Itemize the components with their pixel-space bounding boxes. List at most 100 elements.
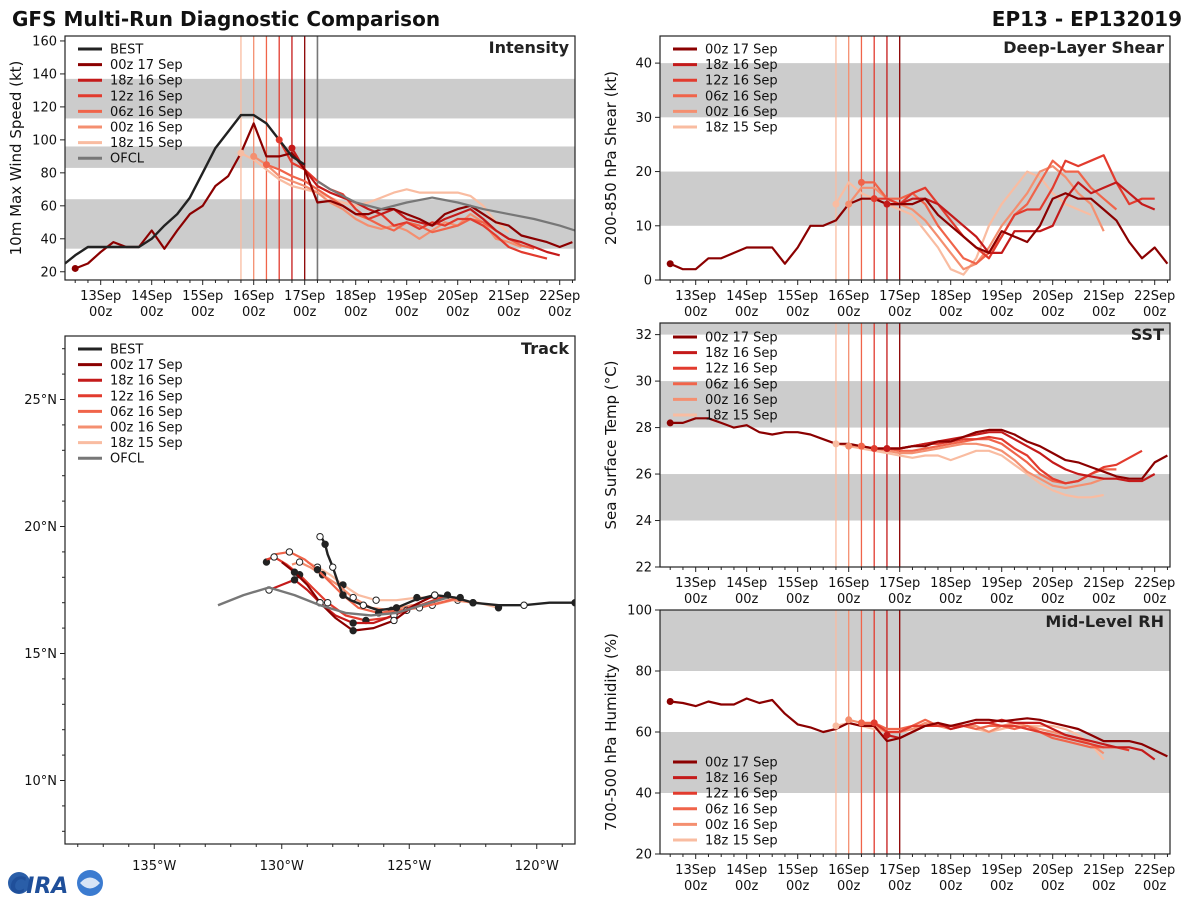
track-plot-area [217, 532, 575, 635]
intensity-panel-title: Intensity [489, 38, 570, 57]
shear-series-line [669, 192, 1169, 271]
track-legend-label: 12z 16 Sep [110, 389, 183, 404]
intensity-series-line [240, 152, 510, 234]
rh-xtick-label-hour: 00z [735, 879, 759, 894]
sst-xtick-label-hour: 00z [1092, 592, 1116, 607]
intensity-frame [64, 35, 576, 281]
sst-xtick-label-day: 18Sep [930, 576, 971, 591]
rh-xtick-label-day: 20Sep [1032, 863, 1073, 878]
rh-init-marker [883, 731, 891, 739]
intensity-ytick-label: 120 [32, 100, 57, 115]
intensity-ytick-label: 20 [40, 265, 57, 280]
track-point-marker [372, 596, 380, 604]
shear-xtick-label-hour: 00z [888, 305, 912, 320]
sst-series-line [835, 442, 1104, 499]
track-xtick-label: 120°W [515, 859, 559, 874]
sst-band [660, 323, 1170, 335]
shear-ylabel: 200-850 hPa Shear (kt) [602, 71, 620, 245]
track-best-marker [469, 599, 477, 607]
sst-legend-label: 00z 17 Sep [705, 331, 778, 346]
rh-panel: 2040608010013Sep00z14Sep00z15Sep00z16Sep… [602, 604, 1175, 895]
intensity-ofcl-line [316, 180, 575, 232]
logo-globe-icon [8, 872, 30, 894]
sst-xtick-label-hour: 00z [1143, 592, 1167, 607]
sst-xtick-label-hour: 00z [684, 592, 708, 607]
sst-xtick-label-day: 14Sep [726, 576, 767, 591]
track-legend-label: 18z 15 Sep [110, 436, 183, 451]
rh-ytick-label: 40 [635, 787, 652, 802]
rh-xtick-label-day: 19Sep [981, 863, 1022, 878]
intensity-xtick-label-hour: 00z [140, 305, 164, 320]
rh-xtick-label-hour: 00z [1041, 879, 1065, 894]
intensity-legend-label: 00z 16 Sep [110, 121, 183, 136]
track-point-marker [285, 548, 294, 556]
track-frame [64, 335, 576, 845]
intensity-band [65, 78, 575, 119]
sst-band [660, 381, 1170, 428]
shear-xtick-label-hour: 00z [684, 305, 708, 320]
sst-ytick-label: 30 [635, 375, 652, 390]
shear-ytick-label: 10 [635, 219, 652, 234]
shear-xtick-label-day: 17Sep [879, 289, 920, 304]
intensity-ytick-label: 100 [32, 133, 57, 148]
rh-xtick-label-day: 15Sep [777, 863, 818, 878]
sst-xtick-label-day: 17Sep [879, 576, 920, 591]
intensity-xtick-label-hour: 00z [548, 305, 572, 320]
shear-ytick-label: 40 [635, 57, 652, 72]
track-best-marker [329, 563, 337, 571]
shear-xtick-label-hour: 00z [837, 305, 861, 320]
track-best-marker [339, 591, 347, 599]
intensity-xtick-label-day: 22Sep [539, 289, 580, 304]
track-point-marker [349, 619, 357, 627]
rh-xtick-label-day: 21Sep [1083, 863, 1124, 878]
sst-init-marker [845, 442, 853, 450]
sst-init-marker [883, 444, 891, 452]
rh-ytick-label: 80 [635, 665, 652, 680]
shear-ytick-label: 30 [635, 111, 652, 126]
rh-band [660, 610, 1170, 671]
shear-xtick-label-day: 22Sep [1134, 289, 1175, 304]
storm-id: EP13 - EP132019 [992, 7, 1182, 31]
shear-panel-title: Deep-Layer Shear [1003, 38, 1164, 57]
track-best-line [319, 535, 575, 612]
track-ytick-label: 15°N [24, 647, 57, 662]
sst-xtick-label-hour: 00z [786, 592, 810, 607]
shear-ytick-label: 20 [635, 165, 652, 180]
intensity-init-marker [262, 161, 270, 169]
rh-ytick-label: 100 [627, 604, 652, 619]
shear-xtick-label-hour: 00z [990, 305, 1014, 320]
intensity-ylabel: 10m Max Wind Speed (kt) [7, 61, 25, 256]
shear-ytick-label: 0 [644, 274, 652, 289]
track-panel: 135°W 130°W 125°W 120°W 10°N 15°N 20°N 25°N Trac… [24, 335, 576, 874]
shear-init-marker [857, 178, 865, 186]
shear-panel: 01020304013Sep00z14Sep00z15Sep00z16Sep00… [602, 35, 1175, 320]
shear-series-line [874, 154, 1155, 260]
shear-init-marker [666, 260, 674, 268]
track-best-marker [359, 601, 368, 609]
track-best-marker [520, 601, 528, 609]
sst-init-marker [857, 442, 865, 450]
shear-xtick-label-day: 14Sep [726, 289, 767, 304]
rh-ylabel: 700-500 hPa Humidity (%) [602, 633, 620, 831]
intensity-legend-label: 18z 15 Sep [110, 136, 183, 151]
shear-legend-label: 00z 17 Sep [705, 43, 778, 58]
intensity-xtick-label-day: 20Sep [437, 289, 478, 304]
intensity-ytick-label: 140 [32, 67, 57, 82]
rh-legend-label: 00z 17 Sep [705, 756, 778, 771]
shear-band [660, 63, 1170, 118]
rh-legend-label: 06z 16 Sep [705, 802, 778, 817]
sst-xtick-label-day: 20Sep [1032, 576, 1073, 591]
rh-legend-label: 18z 16 Sep [705, 771, 778, 786]
intensity-xtick-label-hour: 00z [293, 305, 317, 320]
intensity-series-line [74, 122, 573, 270]
intensity-series-line [290, 147, 560, 257]
intensity-legend-label: 18z 16 Sep [110, 74, 183, 89]
sst-frame [659, 322, 1171, 568]
intensity-init-marker [237, 149, 245, 157]
intensity-xtick-label-hour: 00z [191, 305, 215, 320]
track-xtick-label: 135°W [132, 859, 176, 874]
rh-legend-label: 00z 16 Sep [705, 818, 778, 833]
shear-legend-label: 18z 15 Sep [705, 121, 778, 136]
track-best-marker [321, 540, 329, 548]
rh-xtick-label-day: 13Sep [675, 863, 716, 878]
